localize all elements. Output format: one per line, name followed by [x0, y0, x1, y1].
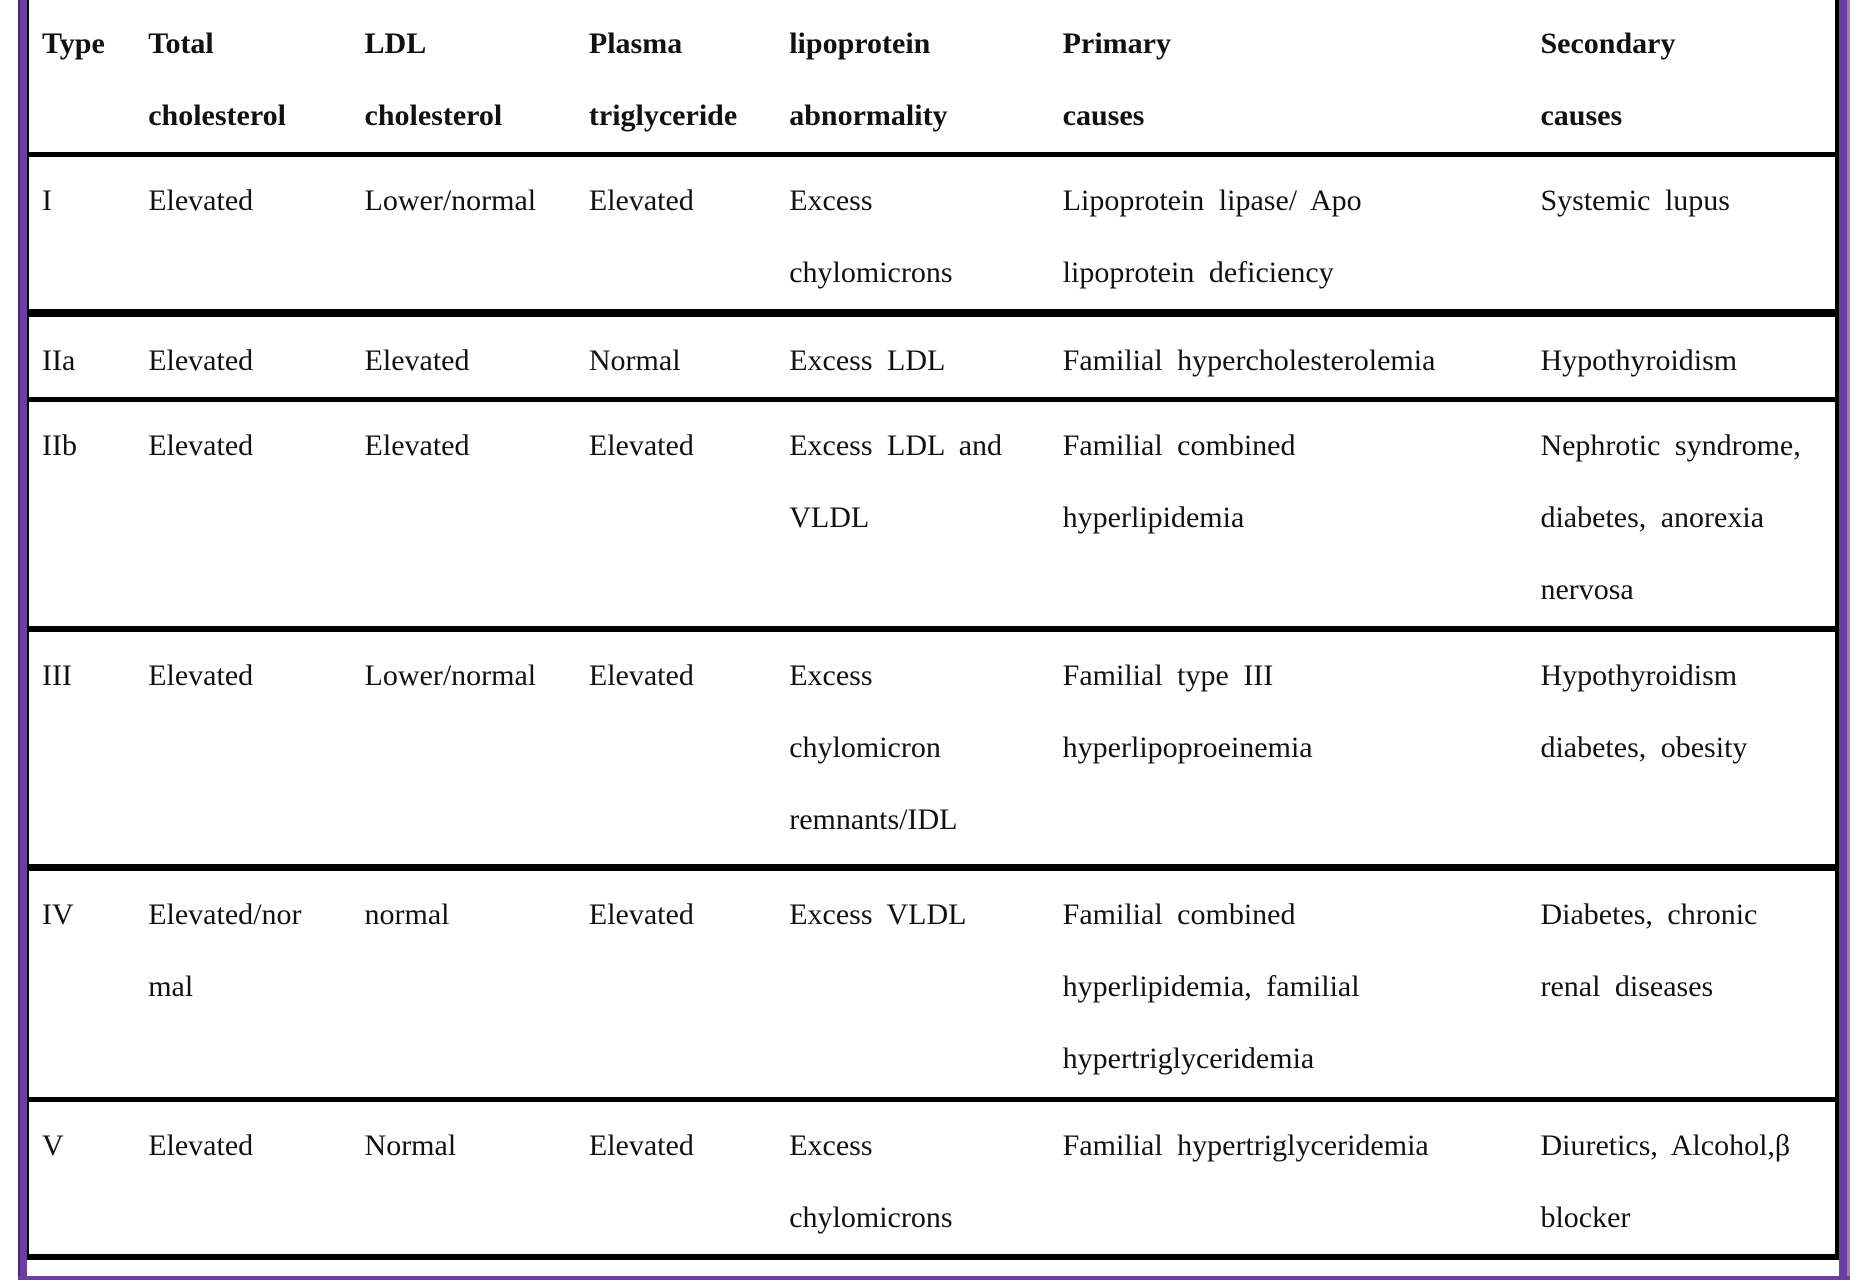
table-row-type-III: III Elevated Lower/normal Elevated Exces… — [28, 629, 1837, 871]
lipoprotein-abnormality-cell: Excess LDL — [789, 313, 1063, 402]
primary-causes-cell: Familial hypercholesterolemia — [1062, 313, 1541, 402]
primary-causes-cell: Familial combined hyperlipidemia, famili… — [1062, 867, 1541, 1102]
type-cell: III — [28, 629, 149, 871]
lipoprotein-abnormality-cell: Excess VLDL — [789, 867, 1063, 1102]
page-border-left — [18, 0, 27, 1280]
secondary-causes-cell: Diabetes, chronic renal diseases — [1540, 867, 1837, 1102]
total-cholesterol-cell: Elevated — [148, 399, 365, 632]
type-cell: I — [28, 154, 149, 317]
total-cholesterol-cell: Elevated/nor mal — [148, 867, 365, 1102]
total-cholesterol-cell: Elevated — [148, 629, 365, 871]
secondary-causes-cell: Hypothyroidism — [1540, 313, 1837, 402]
ldl-cholesterol-cell: Elevated — [364, 399, 589, 632]
ldl-cholesterol-cell: normal — [364, 867, 589, 1102]
column-header-total-cholesterol: Total cholesterol — [148, 0, 365, 157]
type-cell: IV — [28, 867, 149, 1102]
ldl-cholesterol-cell: Lower/normal — [364, 629, 589, 871]
total-cholesterol-cell: Elevated — [148, 313, 365, 402]
primary-causes-cell: Lipoprotein lipase/ Apo lipoprotein defi… — [1062, 154, 1541, 317]
plasma-triglyceride-cell: Elevated — [588, 629, 790, 871]
column-header-ldl-cholesterol: LDL cholesterol — [364, 0, 589, 157]
type-cell: IIb — [28, 399, 149, 632]
table-row-type-IIb: IIb Elevated Elevated Elevated Excess LD… — [28, 399, 1837, 632]
column-header-primary-causes: Primary causes — [1062, 0, 1541, 157]
plasma-triglyceride-cell: Elevated — [588, 1099, 790, 1260]
lipoprotein-classification-table: Type Total cholesterol LDL cholesterol P… — [27, 0, 1839, 1260]
type-cell: V — [28, 1099, 149, 1260]
column-header-secondary-causes: Secondary causes — [1540, 0, 1837, 157]
lipoprotein-abnormality-cell: Excess LDL and VLDL — [789, 399, 1063, 632]
lipoprotein-abnormality-cell: Excess chylomicrons — [789, 1099, 1063, 1260]
ldl-cholesterol-cell: Lower/normal — [364, 154, 589, 317]
primary-causes-cell: Familial combined hyperlipidemia — [1062, 399, 1541, 632]
lipoprotein-abnormality-cell: Excess chylomicrons — [789, 154, 1063, 317]
table-row-type-V: V Elevated Normal Elevated Excess chylom… — [28, 1099, 1837, 1260]
page-border-bottom — [18, 1276, 1850, 1280]
secondary-causes-cell: Nephrotic syndrome, diabetes, anorexia n… — [1540, 399, 1837, 632]
column-header-type: Type — [28, 0, 149, 157]
ldl-cholesterol-cell: Normal — [364, 1099, 589, 1260]
ldl-cholesterol-cell: Elevated — [364, 313, 589, 402]
type-cell: IIa — [28, 313, 149, 402]
plasma-triglyceride-cell: Elevated — [588, 154, 790, 317]
table-row-type-IV: IV Elevated/nor mal normal Elevated Exce… — [28, 867, 1837, 1102]
page-border-right — [1839, 0, 1850, 1280]
plasma-triglyceride-cell: Normal — [588, 313, 790, 402]
header-row: Type Total cholesterol LDL cholesterol P… — [28, 0, 1837, 157]
column-header-plasma-triglyceride: Plasma triglyceride — [588, 0, 790, 157]
table-row-type-I: I Elevated Lower/normal Elevated Excess … — [28, 154, 1837, 317]
primary-causes-cell: Familial type III hyperlipoproeinemia — [1062, 629, 1541, 871]
plasma-triglyceride-cell: Elevated — [588, 399, 790, 632]
column-header-lipoprotein-abnormality: lipoprotein abnormality — [789, 0, 1063, 157]
table-row-type-IIa: IIa Elevated Elevated Normal Excess LDL … — [28, 313, 1837, 402]
secondary-causes-cell: Systemic lupus — [1540, 154, 1837, 317]
lipoprotein-abnormality-cell: Excess chylomicron remnants/IDL — [789, 629, 1063, 871]
secondary-causes-cell: Diuretics, Alcohol,β blocker — [1540, 1099, 1837, 1260]
primary-causes-cell: Familial hypertriglyceridemia — [1062, 1099, 1541, 1260]
secondary-causes-cell: Hypothyroidism diabetes, obesity — [1540, 629, 1837, 871]
total-cholesterol-cell: Elevated — [148, 154, 365, 317]
total-cholesterol-cell: Elevated — [148, 1099, 365, 1260]
plasma-triglyceride-cell: Elevated — [588, 867, 790, 1102]
